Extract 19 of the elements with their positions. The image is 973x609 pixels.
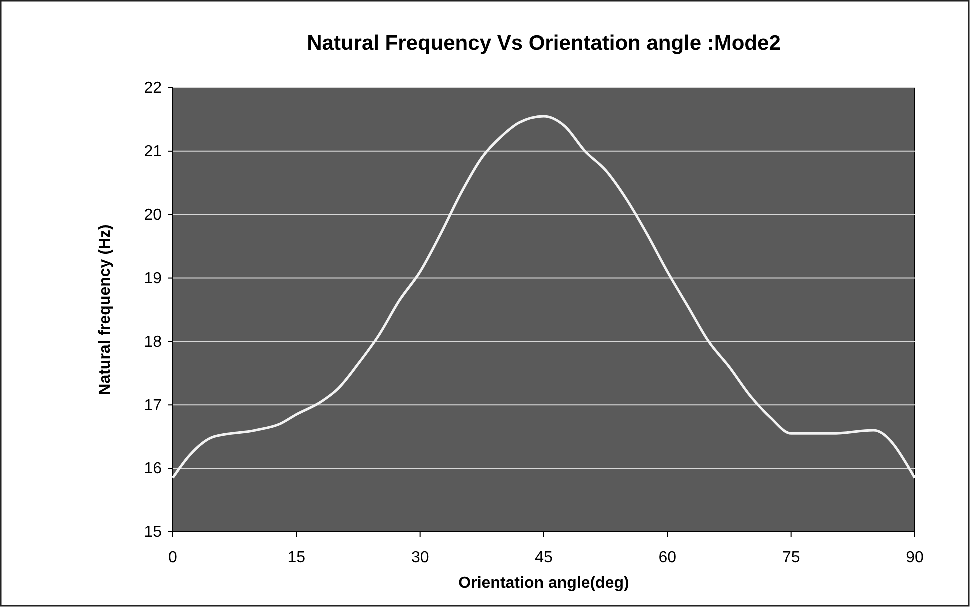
y-tick-label: 22	[144, 80, 162, 98]
x-tick-label: 75	[782, 549, 800, 566]
y-tick-label: 19	[144, 270, 162, 288]
y-tick-label: 20	[144, 206, 162, 224]
y-axis-title: Natural frequency (Hz)	[97, 224, 114, 396]
x-tick-label: 60	[658, 549, 677, 566]
x-tick-label: 15	[288, 549, 306, 566]
chart-title: Natural Frequency Vs Orientation angle :Mode2	[307, 32, 781, 55]
y-tick-label: 21	[144, 144, 162, 161]
x-axis-title: Orientation angle(deg)	[458, 575, 630, 592]
y-tick-label: 16	[144, 460, 162, 478]
x-tick-label: 90	[906, 549, 924, 566]
y-tick-label: 15	[144, 524, 162, 542]
line-series	[172, 115, 916, 480]
y-tick-label: 18	[144, 334, 162, 351]
x-tick-label: 30	[411, 549, 430, 566]
y-tick-label: 17	[144, 397, 162, 414]
x-tick-label: 45	[535, 549, 553, 566]
x-tick-label: 0	[168, 549, 178, 566]
